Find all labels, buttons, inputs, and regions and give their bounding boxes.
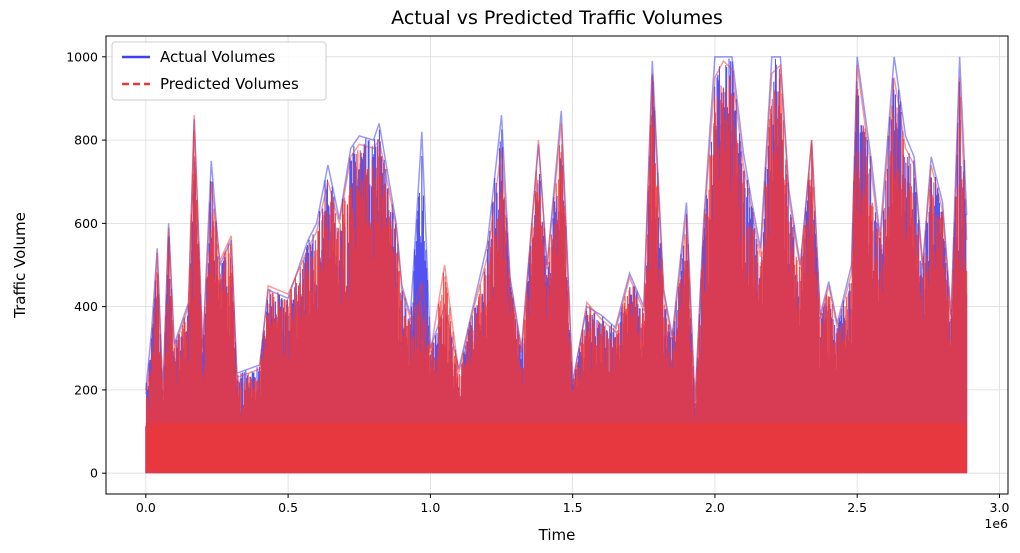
y-tick-label: 400: [74, 299, 98, 314]
y-tick-label: 1000: [66, 49, 98, 64]
series-peak-line: [145, 59, 968, 407]
legend-label-actual: Actual Volumes: [160, 48, 276, 66]
y-axis-ticks: 0 200 400 600 800 1000: [66, 49, 106, 481]
plot-frame: [105, 35, 1009, 495]
x-axis-ticks: 0.0 0.5 1.0 1.5 2.0 2.5 3.0: [136, 494, 1010, 515]
x-tick-label: 2.0: [705, 500, 725, 515]
predicted-volumes-fill: [145, 59, 968, 474]
x-tick-label: 1.5: [563, 500, 583, 515]
legend-box: [111, 41, 327, 101]
series-layer: [145, 56, 968, 474]
y-tick-label: 200: [74, 382, 98, 397]
legend-label-predicted: Predicted Volumes: [160, 75, 299, 93]
y-axis-label: Traffic Volume: [11, 212, 29, 319]
x-tick-label: 2.5: [847, 500, 867, 515]
legend: Actual Volumes Predicted Volumes: [111, 41, 327, 101]
x-tick-label: 0.0: [136, 500, 156, 515]
x-tick-label: 3.0: [990, 500, 1010, 515]
y-tick-label: 600: [74, 216, 98, 231]
chart-title: Actual vs Predicted Traffic Volumes: [391, 7, 723, 29]
y-tick-label: 0: [90, 466, 98, 481]
x-tick-label: 0.5: [278, 500, 298, 515]
y-tick-label: 800: [74, 133, 98, 148]
x-tick-label: 1.0: [420, 500, 440, 515]
series-base: [145, 423, 967, 474]
x-axis-offset-label: 1e6: [984, 516, 1008, 531]
x-axis-label: Time: [538, 526, 576, 544]
